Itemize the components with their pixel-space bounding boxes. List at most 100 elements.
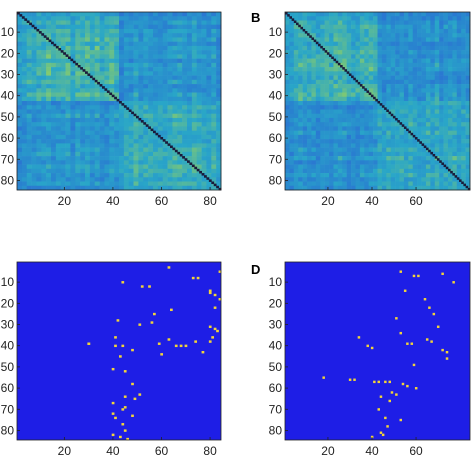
connection-cell (379, 395, 383, 398)
y-tick-label: 30 (1, 318, 15, 332)
connection-cell (379, 431, 383, 434)
connection-cell (414, 387, 418, 390)
connection-cell (121, 408, 125, 411)
connection-cell (452, 281, 455, 284)
y-tick-label: 20 (1, 46, 15, 60)
y-tick-label: 30 (269, 318, 283, 332)
connection-cell (123, 370, 127, 373)
connection-cell (148, 285, 151, 288)
connection-cell (87, 342, 91, 345)
panel-a: 10 20 30 40 50 60 70 80 20 40 60 80 (1, 11, 222, 208)
connection-cell (123, 395, 127, 398)
y-tick-label: 80 (269, 173, 283, 187)
connection-cell (123, 429, 127, 432)
connection-cell (373, 380, 376, 384)
connection-cell (121, 423, 125, 426)
connection-cell (445, 357, 449, 360)
x-tick-label: 20 (58, 194, 72, 208)
connection-cell (445, 351, 449, 354)
y-tick-label: 50 (269, 360, 283, 374)
y-tick-label: 70 (1, 152, 15, 166)
connection-cell (218, 298, 222, 301)
connection-cell (441, 348, 444, 352)
connection-cell (370, 435, 374, 439)
y-tick-label: 50 (1, 360, 15, 374)
connection-cell (417, 274, 420, 278)
connection-cell (353, 378, 356, 381)
connection-cell (406, 384, 409, 388)
connection-cell (211, 336, 215, 339)
connection-cell (406, 342, 409, 345)
y-tick-label: 10 (269, 275, 283, 289)
connection-cell (370, 346, 374, 350)
connection-cell (194, 340, 198, 343)
connection-cell (174, 344, 178, 348)
x-tick-label: 60 (409, 444, 423, 458)
axes-frame (16, 11, 222, 191)
connection-cell (138, 323, 142, 326)
connection-cell (119, 435, 122, 439)
y-tick-label: 30 (1, 68, 15, 82)
panel-b: 10 20 30 40 50 60 70 80 20 40 60 (269, 11, 471, 208)
connection-cell (216, 329, 219, 333)
axes-frame (16, 261, 222, 441)
panel-d: 10 20 30 40 50 60 70 80 20 40 60 (269, 261, 471, 458)
y-tick-label: 40 (1, 339, 15, 353)
connection-cell (384, 380, 387, 384)
panel-c: 10 20 30 40 50 60 70 80 20 40 60 80 (1, 261, 222, 458)
connection-cell (401, 382, 405, 386)
connection-cell (114, 416, 117, 420)
connection-cell (196, 276, 200, 280)
connection-cell (395, 393, 398, 396)
connection-cell (157, 342, 161, 345)
y-tick-label: 70 (269, 152, 283, 166)
connection-cell (111, 401, 115, 405)
connection-cell (428, 306, 431, 309)
connection-cell (388, 399, 392, 403)
connection-cell (170, 308, 173, 312)
connection-cell (153, 312, 156, 316)
connection-cell (167, 266, 171, 269)
y-tick-label: 80 (1, 173, 15, 187)
connection-cell (430, 340, 433, 343)
connection-cell (322, 376, 325, 379)
connection-cell (410, 342, 414, 345)
y-tick-label: 20 (269, 46, 283, 60)
connection-cell (184, 344, 188, 348)
connection-cell (114, 336, 117, 339)
y-tick-label: 60 (1, 131, 15, 145)
connection-cell (403, 289, 407, 292)
x-tick-label: 80 (203, 444, 217, 458)
connection-cell (208, 340, 212, 343)
connection-cell (412, 274, 416, 278)
connection-cell (384, 416, 387, 420)
x-tick-label: 60 (409, 194, 423, 208)
connection-cell (423, 298, 427, 301)
connection-cell (386, 425, 389, 428)
connection-cell (131, 414, 134, 417)
connection-cell (390, 391, 394, 394)
y-tick-label: 70 (269, 402, 283, 416)
axes-frame (284, 11, 471, 191)
connection-cell (412, 363, 416, 367)
connection-cell (121, 344, 125, 348)
connection-cell (218, 270, 222, 273)
y-tick-label: 80 (1, 423, 15, 437)
x-tick-label: 20 (321, 194, 335, 208)
y-tick-label: 10 (269, 25, 283, 39)
y-tick-label: 60 (269, 381, 283, 395)
matrix-diagonal (285, 12, 471, 191)
connection-cell (131, 382, 134, 386)
connection-cell (150, 321, 154, 324)
connection-cell (111, 412, 115, 415)
connection-cell (131, 348, 134, 352)
y-tick-label: 10 (1, 275, 15, 289)
connection-cell (381, 433, 385, 437)
y-tick-label: 30 (269, 68, 283, 82)
connection-cell (179, 344, 183, 348)
connection-cell (357, 336, 361, 339)
x-tick-label: 60 (155, 444, 169, 458)
connection-cell (366, 344, 369, 348)
connection-cell (111, 433, 115, 437)
